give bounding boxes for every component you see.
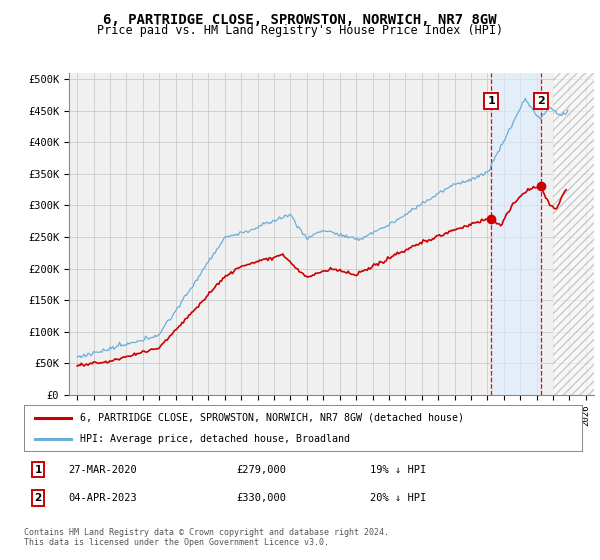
Text: 27-MAR-2020: 27-MAR-2020 [68, 465, 137, 474]
Text: Contains HM Land Registry data © Crown copyright and database right 2024.
This d: Contains HM Land Registry data © Crown c… [24, 528, 389, 547]
Text: 20% ↓ HPI: 20% ↓ HPI [370, 493, 426, 503]
Text: 6, PARTRIDGE CLOSE, SPROWSTON, NORWICH, NR7 8GW (detached house): 6, PARTRIDGE CLOSE, SPROWSTON, NORWICH, … [80, 413, 464, 423]
Text: 1: 1 [487, 96, 495, 106]
Text: 2: 2 [34, 493, 41, 503]
Text: 04-APR-2023: 04-APR-2023 [68, 493, 137, 503]
Text: Price paid vs. HM Land Registry's House Price Index (HPI): Price paid vs. HM Land Registry's House … [97, 24, 503, 37]
Text: £279,000: £279,000 [236, 465, 286, 474]
Text: 1: 1 [34, 465, 41, 474]
Bar [491, 73, 541, 395]
Text: HPI: Average price, detached house, Broadland: HPI: Average price, detached house, Broa… [80, 434, 350, 444]
Text: 2: 2 [537, 96, 545, 106]
Bar [553, 73, 600, 395]
Text: 6, PARTRIDGE CLOSE, SPROWSTON, NORWICH, NR7 8GW: 6, PARTRIDGE CLOSE, SPROWSTON, NORWICH, … [103, 13, 497, 27]
Text: £330,000: £330,000 [236, 493, 286, 503]
Text: 19% ↓ HPI: 19% ↓ HPI [370, 465, 426, 474]
